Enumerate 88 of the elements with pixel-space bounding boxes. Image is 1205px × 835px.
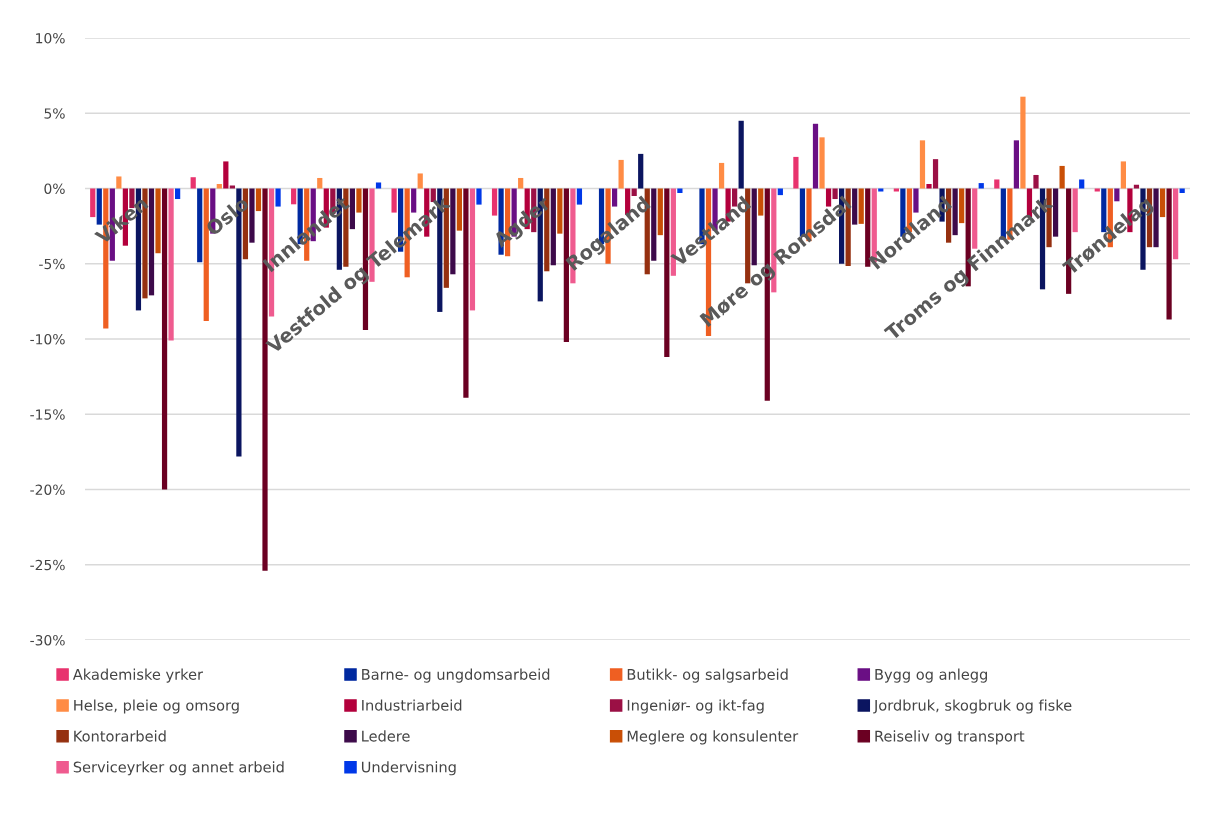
bar <box>216 183 222 189</box>
bar <box>878 188 884 192</box>
bar <box>463 188 469 398</box>
bar <box>1094 188 1100 192</box>
bar <box>550 188 556 266</box>
y-tick-label: 0% <box>44 183 65 194</box>
y-tick-label: 10% <box>36 32 65 44</box>
legend-label: Ingeniør- og ikt-fag <box>627 699 764 714</box>
bar <box>203 188 209 321</box>
y-tick-label: -5% <box>39 258 65 270</box>
y-tick-label: -20% <box>30 484 65 495</box>
bar <box>926 183 932 189</box>
bar <box>469 188 476 311</box>
legend-label: Meglere og konsulenter <box>627 730 799 745</box>
bar <box>1120 161 1126 189</box>
bar <box>90 188 96 218</box>
bar <box>491 188 498 216</box>
legend-label: Helse, pleie og omsorg <box>74 699 239 714</box>
bar <box>932 159 939 189</box>
y-tick-label: 5% <box>44 108 65 119</box>
legend-label: Jordbruk, skogbruk og fiske <box>873 699 1072 714</box>
bar <box>893 188 899 192</box>
bar <box>175 188 181 200</box>
y-tick-label: -30% <box>30 635 65 646</box>
bar <box>197 188 203 263</box>
bar <box>456 188 462 231</box>
legend-label: Reiseliv og transport <box>875 730 1025 745</box>
y-tick-label: -15% <box>30 409 65 420</box>
legend-label: Ledere <box>362 730 410 742</box>
bar <box>758 188 764 216</box>
bar <box>557 188 563 234</box>
bar <box>631 188 637 197</box>
bar <box>356 188 362 213</box>
legend-label: Kontorarbeid <box>74 730 166 742</box>
bar <box>812 123 819 189</box>
bar <box>819 137 825 189</box>
legend-label: Bygg og anlegg <box>875 668 987 683</box>
bar <box>959 188 965 224</box>
bar <box>651 188 657 261</box>
bar <box>1059 165 1065 189</box>
bar <box>190 177 196 189</box>
bar <box>476 188 482 205</box>
bar <box>161 188 168 490</box>
bar <box>168 188 174 341</box>
legend-label: Barne- og ungdomsarbeid <box>362 668 550 683</box>
bar <box>417 173 423 189</box>
bar <box>229 185 235 189</box>
bar <box>919 140 926 189</box>
bar <box>858 188 864 224</box>
bar <box>657 188 663 236</box>
bar <box>518 177 524 189</box>
bar <box>1153 188 1159 248</box>
bar <box>994 179 1000 189</box>
bar <box>664 188 670 358</box>
bar <box>952 188 958 236</box>
y-tick-label: -10% <box>30 333 65 345</box>
bar <box>223 161 229 189</box>
bar <box>852 188 858 225</box>
bar <box>978 183 984 189</box>
bar <box>317 177 323 189</box>
bar <box>255 188 262 212</box>
bar <box>450 188 456 275</box>
bar <box>1173 188 1179 260</box>
legend-label: Butikk- og salgsarbeid <box>627 668 788 683</box>
bar <box>793 156 799 189</box>
bar <box>1079 179 1085 189</box>
bar <box>638 153 644 189</box>
legend-label: Serviceyrker og annet arbeid <box>73 761 284 776</box>
bar <box>618 159 624 189</box>
bar <box>155 188 161 254</box>
legend-label: Industriarbeid <box>362 699 462 711</box>
bar <box>738 120 744 189</box>
bar <box>1033 174 1039 189</box>
bar <box>349 188 356 230</box>
bar <box>1020 96 1026 189</box>
bar <box>1159 188 1166 218</box>
bar <box>1133 184 1140 189</box>
bar <box>718 162 725 189</box>
legend-label: Undervisning <box>361 761 456 776</box>
bar <box>375 182 382 189</box>
bar <box>249 188 255 243</box>
bar <box>1013 140 1020 189</box>
bar <box>1166 188 1172 320</box>
bar <box>116 176 122 189</box>
y-tick-label: -25% <box>30 559 65 571</box>
legend-label: Akademiske yrker <box>72 668 204 683</box>
bar <box>148 188 155 296</box>
bar <box>1052 188 1059 237</box>
